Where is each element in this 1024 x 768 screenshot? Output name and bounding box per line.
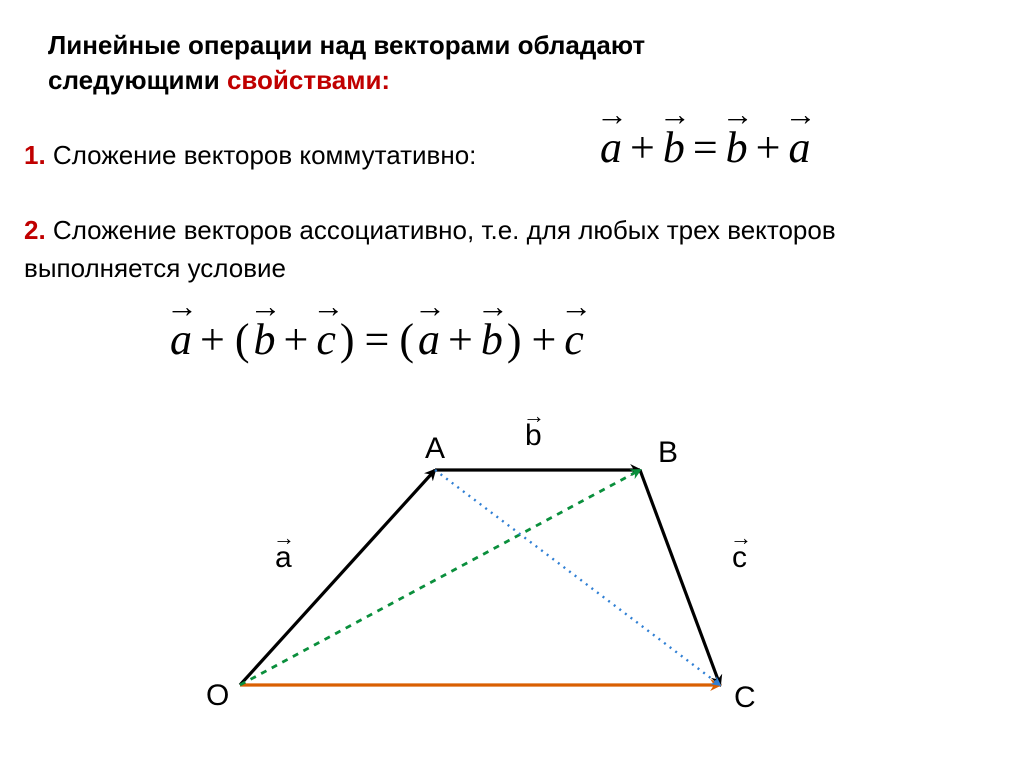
eq1-b2: →b [726,122,750,173]
property-2-number: 2. [24,215,46,245]
vector-arrow-icon: → [312,288,346,325]
vector-label-a: a [275,541,292,574]
point-label-O: O [206,679,229,712]
point-label-C: C [734,681,756,714]
eq1-a1: →a [600,122,624,173]
point-label-B: B [658,436,678,469]
vector-arrow-icon: → [560,288,594,325]
title-line-2-prefix: следующими [48,65,227,95]
vector-arrow-icon: → [784,96,818,133]
equation-commutative: →a+→b=→b+→a [600,122,812,173]
slide: Линейные операции над векторами обладают… [0,0,1024,768]
eq1-b1: →b [663,122,687,173]
vector-arrow-icon: → [722,96,756,133]
property-1-number: 1. [24,140,46,170]
vector-arrow-icon: → [166,288,200,325]
vector-label-c: c [732,541,747,574]
vector-diagram-svg: OABC→a→b→c [160,405,860,735]
eq2-equals: = [359,315,398,364]
vector-arrow-icon: → [477,288,511,325]
eq2-c2: →c [564,314,586,365]
vector-arrow-icon: → [596,96,630,133]
eq2-b1: →b [253,314,277,365]
point-label-A: A [425,432,445,465]
eq2-b2: →b [481,314,505,365]
property-2-text: Сложение векторов ассоциативно, т.е. для… [24,215,836,283]
title-line-1: Линейные операции над векторами обладают [48,30,645,60]
vector-arrow-icon: → [249,288,283,325]
eq2-a2: →a [418,314,442,365]
eq2-a1: →a [170,314,194,365]
property-2-line: 2. Сложение векторов ассоциативно, т.е. … [24,212,984,287]
vector-diagram: OABC→a→b→c [160,405,860,735]
eq1-a2: →a [788,122,812,173]
vector-arrow-icon: → [659,96,693,133]
slide-title: Линейные операции над векторами обладают… [48,28,645,98]
title-properties-word: свойствами: [227,65,390,95]
vector-label-b: b [525,419,542,452]
property-1-line: 1. Сложение векторов коммутативно: [24,140,476,171]
vector-arrow-icon: → [414,288,448,325]
property-1-text: Сложение векторов коммутативно: [46,140,477,170]
equation-associative: →a+(→b+→c)=(→a+→b)+→c [170,314,586,365]
eq2-plus-4: + [525,315,564,364]
eq2-c1: →c [316,314,338,365]
